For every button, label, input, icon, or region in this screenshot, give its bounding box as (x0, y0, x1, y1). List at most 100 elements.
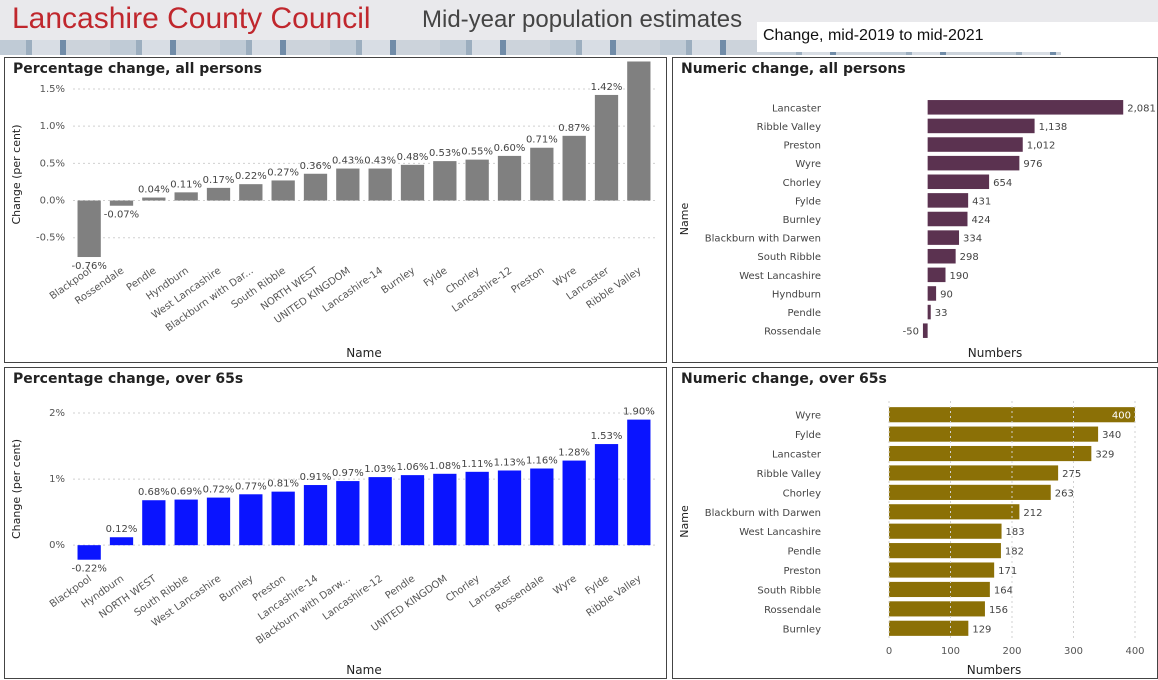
category-label: Lancashire-12 (450, 265, 514, 314)
bar (927, 248, 956, 264)
chart-numeric-change-all: Lancaster 2,081 Ribble Valley 1,138 Preston 1… (678, 100, 1156, 360)
category-label: Blackburn with Darwen (705, 234, 821, 245)
data-label: 275 (1062, 469, 1081, 480)
category-label: South Ribble (757, 252, 821, 263)
panel-numeric-change-65[interactable]: Numeric change, over 65s Wyre 400 Fylde 340… (672, 367, 1158, 679)
data-label: 182 (1005, 547, 1024, 558)
y-tick-label: 1% (49, 474, 65, 485)
bar (77, 200, 101, 258)
category-label: Rossendale (764, 605, 821, 616)
data-label: 1,138 (1039, 122, 1068, 133)
panel-title: Percentage change, all persons (13, 61, 262, 77)
panel-numeric-change-all[interactable]: Numeric change, all persons Lancaster 2,0… (672, 57, 1158, 363)
bar (562, 135, 586, 201)
bar (368, 477, 392, 546)
category-label: Fylde (795, 430, 821, 441)
data-label: 156 (989, 605, 1008, 616)
x-axis-title: Name (346, 346, 381, 360)
category-label: Burnley (218, 573, 256, 604)
data-label: -50 (903, 327, 919, 338)
data-label: 0.91% (300, 472, 332, 483)
bar (927, 193, 969, 208)
data-label: 129 (972, 624, 991, 635)
council-logo-text: Lancashire County Council (12, 2, 371, 35)
bar (174, 192, 198, 201)
period-label: Change, mid-2019 to mid-2021 (763, 27, 984, 44)
bar (927, 267, 946, 283)
data-label: 0.22% (235, 171, 267, 182)
data-label: 171 (998, 566, 1017, 577)
data-label: 0.53% (429, 148, 461, 159)
data-label: 0.48% (397, 152, 429, 163)
x-tick-label: 400 (1125, 646, 1144, 657)
x-axis-title: Name (346, 663, 381, 677)
period-box: Change, mid-2019 to mid-2021 (757, 22, 1061, 52)
category-label: South Ribble (757, 585, 821, 596)
category-label: Lancashire-12 (321, 573, 385, 622)
x-tick-label: 300 (1064, 646, 1083, 657)
data-label: 0.43% (364, 156, 396, 167)
chart-numeric-change-65: Wyre 400 Fylde 340 Lancaster 329 Ribble Valley… (678, 401, 1145, 677)
category-label: Hyndburn (772, 289, 821, 300)
bar (627, 61, 651, 201)
data-label: 0.04% (138, 185, 170, 196)
bar (889, 407, 1135, 423)
x-axis-title: Numbers (968, 346, 1022, 360)
data-label: -0.76% (71, 261, 106, 272)
data-label: 1.13% (494, 457, 526, 468)
bar (627, 419, 651, 546)
y-tick-label: 0.5% (40, 158, 65, 169)
y-tick-label: 0% (49, 540, 65, 551)
category-label: Chorley (783, 488, 821, 499)
data-label: 424 (971, 215, 990, 226)
bar (889, 620, 969, 636)
category-label: Ribble Valley (585, 573, 644, 619)
category-label: Preston (784, 141, 822, 152)
bar (594, 94, 619, 201)
category-label: Wyre (795, 411, 821, 422)
bar (142, 197, 166, 201)
data-label: 0.60% (494, 143, 526, 154)
bar (927, 230, 960, 245)
data-label: 1.42% (591, 82, 623, 93)
bar (303, 485, 328, 546)
data-label: 1.16% (526, 456, 558, 467)
panel-percentage-change-all[interactable]: Percentage change, all persons 1.5% 1.0% 0… (4, 57, 667, 363)
data-label: 1.28% (558, 448, 590, 459)
data-label: 0.17% (203, 175, 235, 186)
bar (206, 187, 231, 201)
data-label: 190 (949, 271, 968, 282)
data-label: -0.22% (71, 564, 106, 575)
x-tick-label: 0 (886, 646, 892, 657)
category-label: West Lancashire (739, 271, 821, 282)
data-label: 0.11% (170, 179, 202, 190)
data-label: 0.81% (267, 479, 299, 490)
bar (927, 100, 1124, 115)
bar (109, 537, 134, 546)
data-label: 0.43% (332, 156, 364, 167)
data-label: 183 (1006, 527, 1025, 538)
bar (927, 286, 937, 301)
data-label: 0.97% (332, 468, 364, 479)
bar (336, 481, 360, 546)
category-label: Burnley (783, 215, 821, 226)
category-label: Lancaster (772, 103, 822, 114)
category-label: West Lancashire (739, 527, 821, 538)
bar (889, 523, 1002, 539)
category-label: Pendle (788, 547, 821, 558)
bar (889, 426, 1099, 442)
bar (206, 497, 231, 546)
bar (889, 562, 995, 578)
data-label: 0.55% (461, 147, 493, 158)
panel-title: Percentage change, over 65s (13, 371, 244, 387)
report-header: Lancashire County Council Mid-year popul… (0, 0, 1158, 55)
bar (497, 155, 522, 201)
bar (433, 161, 457, 201)
report-subtitle: Mid-year population estimates (422, 6, 743, 33)
bar (562, 460, 586, 546)
panel-percentage-change-65[interactable]: Percentage change, over 65s 2% 1% 0% -0.22%… (4, 367, 667, 679)
data-label: 1.06% (397, 462, 429, 473)
data-label: -0.07% (104, 210, 139, 221)
bar (530, 468, 554, 546)
data-label: 1.90% (623, 407, 655, 418)
